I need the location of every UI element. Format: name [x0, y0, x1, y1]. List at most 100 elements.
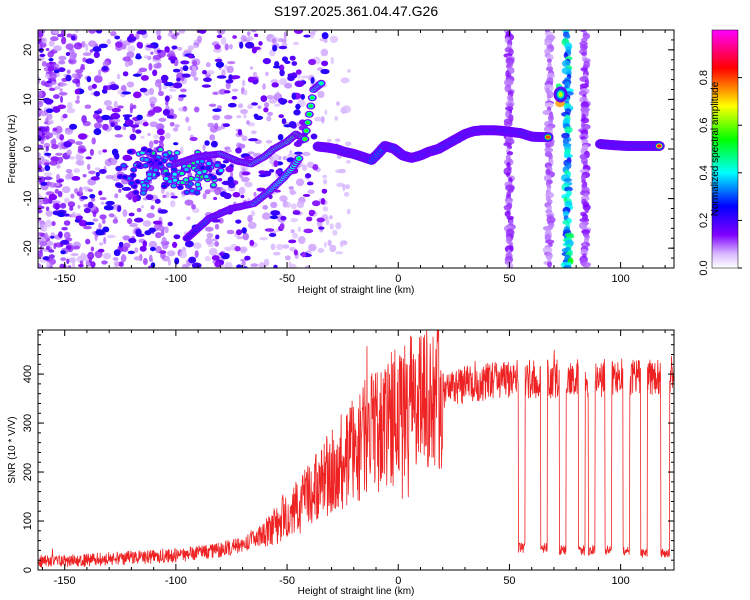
noise-blob-strong: [101, 65, 109, 72]
noise-blob: [150, 205, 155, 210]
vertical-feature-blob: [562, 210, 569, 217]
noise-blob: [184, 199, 194, 206]
noise-blob-strong: [280, 216, 287, 221]
noise-blob-strong: [56, 211, 66, 218]
vertical-feature-blob: [580, 37, 588, 43]
noise-blob: [267, 111, 274, 116]
cluster-core: [211, 183, 216, 187]
noise-blob: [212, 114, 221, 121]
noise-blob-strong: [114, 125, 122, 131]
noise-blob: [248, 221, 257, 229]
noise-blob: [218, 217, 224, 224]
noise-blob: [85, 43, 89, 52]
noise-blob-strong: [272, 44, 278, 52]
noise-blob-strong: [294, 151, 303, 155]
noise-blob: [45, 117, 49, 124]
noise-blob-strong: [130, 124, 140, 128]
noise-blob: [329, 223, 334, 230]
snr-xtick-label: -150: [54, 575, 76, 587]
noise-blob: [158, 140, 164, 144]
noise-blob: [66, 33, 73, 38]
noise-blob-strong: [258, 170, 266, 175]
noise-blob: [214, 241, 220, 247]
noise-blob-strong: [223, 192, 232, 200]
noise-blob: [50, 139, 56, 146]
noise-blob-strong: [268, 233, 277, 237]
noise-blob-strong: [171, 45, 178, 50]
noise-blob: [103, 236, 107, 245]
cluster-core: [141, 183, 147, 187]
noise-blob: [38, 192, 41, 198]
noise-blob: [209, 247, 218, 256]
noise-blob-strong: [97, 248, 105, 253]
noise-blob-strong: [248, 138, 259, 142]
noise-blob: [252, 71, 258, 78]
noise-blob-strong: [50, 156, 60, 162]
noise-blob-strong: [320, 68, 330, 75]
noise-blob: [142, 220, 152, 227]
noise-blob-strong: [40, 181, 48, 186]
noise-blob-strong: [269, 169, 275, 173]
noise-blob: [247, 214, 253, 223]
noise-blob: [59, 88, 63, 93]
noise-blob-strong: [75, 215, 84, 220]
vertical-feature-blob: [581, 51, 587, 57]
noise-blob: [87, 85, 93, 91]
noise-blob: [66, 149, 72, 156]
noise-blob: [57, 190, 63, 198]
noise-blob: [220, 36, 227, 45]
noise-blob-strong: [83, 207, 91, 214]
noise-blob-strong: [303, 228, 314, 234]
noise-blob: [245, 36, 254, 41]
noise-blob: [127, 45, 136, 53]
noise-blob: [282, 244, 290, 249]
noise-blob: [224, 261, 233, 268]
noise-blob-strong: [227, 176, 234, 184]
noise-blob: [38, 76, 41, 85]
noise-blob-strong: [321, 188, 328, 194]
noise-blob: [205, 226, 214, 232]
noise-blob: [112, 218, 119, 224]
noise-blob-strong: [93, 90, 101, 97]
noise-blob: [219, 88, 227, 95]
noise-blob: [122, 56, 131, 62]
cluster-core: [147, 149, 152, 153]
noise-blob-strong: [101, 114, 111, 121]
noise-blob-strong: [288, 239, 297, 244]
snr-ytick-label: 300: [22, 414, 34, 432]
noise-blob-strong: [167, 221, 173, 227]
noise-blob: [83, 225, 92, 230]
noise-blob-strong: [277, 134, 284, 141]
cluster-core: [194, 177, 199, 181]
noise-blob: [46, 132, 54, 139]
noise-blob: [149, 258, 154, 262]
vertical-feature-blob: [566, 34, 571, 39]
noise-blob-strong: [85, 156, 92, 160]
colorbar: 0.0 0.2 0.4 0.6 0.8 Normalized spectral ampl…: [698, 29, 742, 276]
noise-blob: [336, 101, 340, 106]
noise-blob-strong: [258, 174, 267, 178]
upper-branch-core: [310, 96, 315, 100]
cluster-core: [184, 190, 190, 194]
noise-blob: [239, 246, 248, 253]
noise-blob-strong: [77, 133, 88, 140]
colorbar-tick-label: 0.0: [698, 260, 710, 275]
noise-blob-strong: [111, 107, 121, 113]
noise-blob-strong: [310, 133, 318, 140]
noise-blob: [322, 174, 328, 179]
noise-blob-strong: [235, 219, 242, 224]
noise-blob: [272, 153, 280, 161]
noise-blob: [101, 219, 106, 224]
noise-blob-strong: [312, 200, 321, 207]
snr-ytick-label: 200: [22, 463, 34, 481]
noise-blob: [99, 197, 107, 201]
snr-xtick-label: -100: [165, 575, 187, 587]
noise-blob: [191, 204, 196, 210]
vertical-feature-blob: [564, 186, 573, 192]
noise-blob-strong: [302, 193, 311, 197]
noise-blob: [230, 171, 234, 179]
noise-blob-strong: [293, 141, 302, 148]
snr-xtick-label: 0: [395, 575, 401, 587]
noise-blob: [38, 108, 43, 114]
vertical-feature-blob: [580, 117, 590, 124]
